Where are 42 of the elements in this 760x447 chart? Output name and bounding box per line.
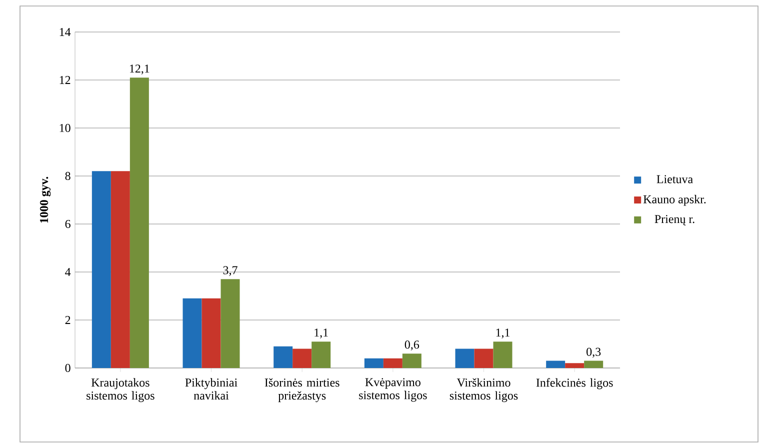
y-tick-label: 14: [60, 28, 71, 36]
bar: [202, 298, 221, 368]
x-tick-label: Išorinės mirties priežastys: [264, 378, 340, 402]
bar: [493, 342, 512, 368]
bar: [546, 360, 566, 368]
bar: [292, 348, 312, 368]
bar: [474, 348, 494, 368]
y-tick-label: 12: [60, 76, 70, 84]
bar: [274, 346, 293, 368]
data-label: 1,1: [314, 328, 328, 338]
x-tick-label: Kraujotakos sistemos ligos: [86, 378, 154, 402]
x-tick-label: Virškinimo sistemos ligos: [450, 378, 518, 402]
bar: [182, 298, 202, 368]
bar: [220, 279, 240, 368]
bar: [130, 78, 149, 368]
bar: [455, 348, 474, 368]
bar: [312, 342, 331, 368]
data-label: 1,1: [496, 328, 510, 338]
bar: [584, 360, 604, 368]
y-tick-label: 2: [65, 316, 70, 324]
data-label: 0,3: [586, 348, 601, 358]
y-tick-label: 10: [60, 124, 70, 132]
y-tick-label: 6: [65, 220, 70, 228]
x-tick-label: Infekcinės ligos: [536, 378, 613, 390]
x-tick-label: Piktybiniai navikai: [185, 378, 238, 400]
bar: [565, 363, 584, 368]
data-label: 0,6: [404, 340, 420, 350]
legend-label: Kauno apskr.: [643, 194, 706, 206]
data-label: 3,7: [223, 266, 238, 276]
data-label: 12,1: [130, 64, 150, 74]
legend-label: Prienų r.: [654, 215, 694, 226]
y-tick-label: 0: [65, 364, 70, 372]
y-axis-title: 1000 gyv.: [40, 176, 51, 223]
y-tick-label: 8: [65, 172, 70, 180]
x-tick-label: Kvėpavimo sistemos ligos: [359, 378, 427, 402]
y-tick-label: 4: [65, 268, 71, 276]
bar: [92, 171, 111, 368]
bar: [110, 171, 130, 368]
legend-label: Lietuva: [656, 175, 693, 184]
bar: [383, 358, 402, 368]
bar: [364, 358, 384, 368]
bar: [402, 354, 422, 368]
